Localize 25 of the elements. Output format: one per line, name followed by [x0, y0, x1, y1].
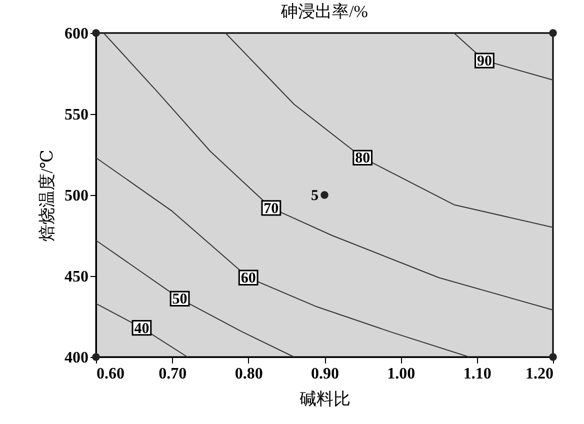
x-tick-label: 0.60	[96, 366, 124, 382]
x-tick-label: 1.00	[387, 366, 416, 382]
y-tick-label: 550	[64, 106, 88, 124]
x-tick-label: 0.80	[234, 366, 263, 382]
line-series	[96, 240, 295, 358]
series-label: 70	[264, 200, 279, 217]
series-label: 80	[355, 150, 370, 167]
x-tick-label: 0.70	[158, 366, 187, 382]
annotation: 5	[311, 188, 318, 204]
line-series	[103, 32, 554, 311]
y-tick-label: 450	[64, 268, 88, 286]
line-series	[224, 32, 554, 228]
x-tick-label: 1.10	[463, 366, 492, 382]
series-label: 60	[240, 270, 256, 287]
x-tick-label: 0.90	[311, 366, 339, 382]
y-axis-title: 焙烧温度/℃	[38, 150, 56, 242]
x-axis-title: 碱料比	[300, 390, 350, 408]
chart-title: 砷浸出率/%	[280, 2, 368, 21]
series-label: 40	[134, 320, 150, 337]
y-tick-label: 600	[64, 26, 88, 42]
x-tick-label: 1.20	[526, 366, 554, 382]
series-label: 90	[476, 54, 492, 70]
y-tick-label: 400	[64, 350, 88, 366]
series-label: 50	[172, 292, 188, 308]
y-tick-label: 500	[64, 188, 88, 204]
